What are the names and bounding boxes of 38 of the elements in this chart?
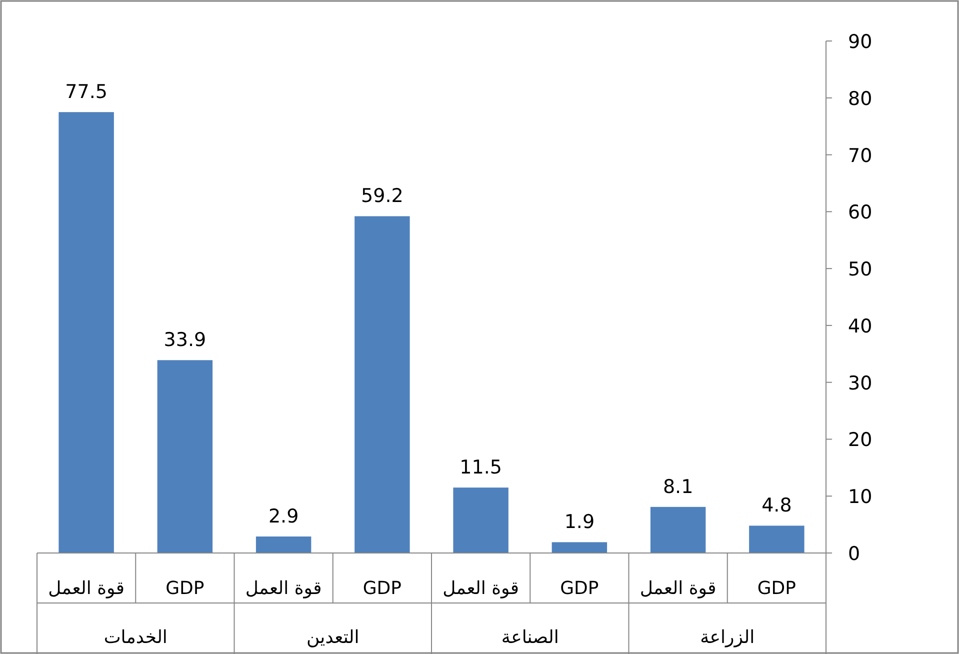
data-label: 2.9 bbox=[268, 506, 299, 528]
data-label: 59.2 bbox=[361, 185, 404, 208]
y-tick-label: 70 bbox=[848, 144, 872, 167]
data-label: 33.9 bbox=[164, 329, 206, 352]
text: الزراعة bbox=[700, 627, 755, 648]
x-tick-label: GDP bbox=[560, 578, 599, 599]
bar bbox=[453, 488, 508, 553]
data-label: 1.9 bbox=[564, 511, 595, 534]
bar bbox=[552, 542, 608, 553]
bar bbox=[256, 536, 312, 553]
data-label: 8.1 bbox=[662, 476, 694, 498]
data-label: 4.8 bbox=[762, 494, 792, 517]
x-tick-label: قوة العمل bbox=[640, 578, 716, 599]
bar bbox=[650, 506, 706, 553]
x-tick-label: قوة العمل bbox=[48, 578, 124, 599]
x-tick-label: قوة العمل bbox=[245, 578, 322, 599]
bar bbox=[354, 216, 410, 553]
data-label: 11.5 bbox=[460, 456, 502, 479]
bar bbox=[58, 112, 114, 553]
y-tick-label: 60 bbox=[848, 202, 872, 224]
y-tick-label: 30 bbox=[848, 372, 872, 394]
y-tick-label: 0 bbox=[848, 543, 860, 565]
bar bbox=[157, 360, 213, 553]
data-label: 77.5 bbox=[65, 81, 108, 104]
text: التعدين bbox=[306, 627, 360, 648]
x-tick-label: GDP bbox=[757, 578, 796, 599]
text: الخدمات bbox=[104, 627, 168, 648]
y-tick-label: 90 bbox=[848, 31, 872, 53]
x-tick-label: GDP bbox=[166, 578, 204, 599]
bar bbox=[749, 526, 804, 553]
x-tick-label: قوة العمل bbox=[442, 578, 519, 599]
y-tick-label: 50 bbox=[848, 258, 872, 281]
y-tick-label: 40 bbox=[848, 315, 872, 338]
text: الصناعة bbox=[501, 627, 559, 648]
x-tick-label: GDP bbox=[362, 578, 402, 599]
y-tick-label: 10 bbox=[848, 486, 872, 508]
y-tick-label: 20 bbox=[848, 429, 872, 452]
y-tick-label: 80 bbox=[848, 88, 872, 110]
